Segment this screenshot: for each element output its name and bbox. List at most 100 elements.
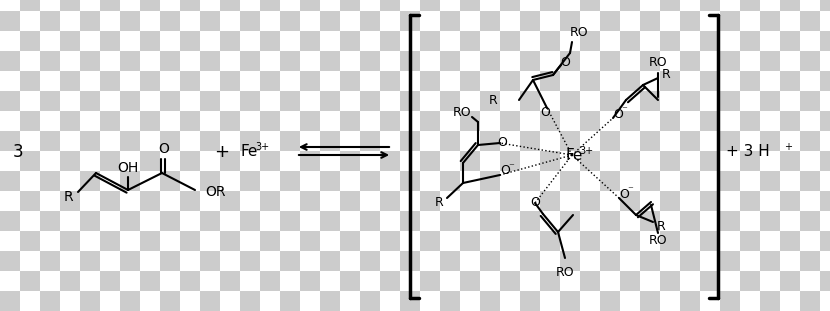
Bar	[820, 31, 830, 51]
Bar	[0, 171, 20, 191]
Bar	[660, 251, 680, 271]
Bar	[540, 191, 560, 211]
Bar	[260, 0, 280, 11]
Bar	[240, 291, 260, 311]
Bar	[620, 151, 640, 171]
Text: R: R	[657, 220, 666, 233]
Bar	[820, 0, 830, 11]
Bar	[520, 51, 540, 71]
Bar	[520, 31, 540, 51]
Bar	[440, 251, 460, 271]
Bar	[160, 271, 180, 291]
Bar	[680, 0, 700, 11]
Bar	[120, 171, 140, 191]
Bar	[540, 171, 560, 191]
Bar	[540, 11, 560, 31]
Bar	[820, 11, 830, 31]
Bar	[180, 11, 200, 31]
Text: RO: RO	[556, 266, 574, 278]
Bar	[700, 51, 720, 71]
Bar	[20, 51, 40, 71]
Bar	[40, 151, 60, 171]
Bar	[500, 51, 520, 71]
Bar	[540, 211, 560, 231]
Bar	[620, 51, 640, 71]
Bar	[40, 0, 60, 11]
Bar	[540, 231, 560, 251]
Bar	[100, 211, 120, 231]
Bar	[380, 51, 400, 71]
Bar	[700, 251, 720, 271]
Bar	[160, 111, 180, 131]
Bar	[500, 171, 520, 191]
Bar	[600, 231, 620, 251]
Bar	[760, 51, 780, 71]
Bar	[440, 271, 460, 291]
Bar	[320, 51, 340, 71]
Bar	[20, 291, 40, 311]
Bar	[640, 231, 660, 251]
Bar	[700, 191, 720, 211]
Bar	[80, 251, 100, 271]
Bar	[340, 171, 360, 191]
Bar	[20, 71, 40, 91]
Bar	[720, 111, 740, 131]
Bar	[240, 111, 260, 131]
Bar	[640, 31, 660, 51]
Bar	[780, 251, 800, 271]
Bar	[280, 51, 300, 71]
Bar	[180, 31, 200, 51]
Bar	[100, 271, 120, 291]
Bar	[640, 271, 660, 291]
Bar	[320, 231, 340, 251]
Bar	[440, 51, 460, 71]
Bar	[560, 271, 580, 291]
Bar	[640, 291, 660, 311]
Bar	[0, 251, 20, 271]
Bar	[280, 131, 300, 151]
Bar	[260, 91, 280, 111]
Bar	[480, 191, 500, 211]
Bar	[200, 31, 220, 51]
Text: O: O	[560, 57, 570, 69]
Bar	[460, 111, 480, 131]
Bar	[580, 0, 600, 11]
Bar	[200, 251, 220, 271]
Bar	[620, 211, 640, 231]
Bar	[820, 71, 830, 91]
Bar	[720, 31, 740, 51]
Bar	[280, 0, 300, 11]
Bar	[420, 91, 440, 111]
Text: +: +	[784, 142, 792, 152]
Bar	[60, 251, 80, 271]
Bar	[660, 51, 680, 71]
Bar	[260, 231, 280, 251]
Bar	[220, 91, 240, 111]
Bar	[140, 71, 160, 91]
Bar	[20, 251, 40, 271]
Text: O: O	[500, 165, 510, 178]
Bar	[520, 271, 540, 291]
Bar	[560, 11, 580, 31]
Bar	[520, 91, 540, 111]
Bar	[180, 151, 200, 171]
Text: RO: RO	[649, 234, 667, 247]
Bar	[200, 131, 220, 151]
Bar	[260, 191, 280, 211]
Bar	[60, 111, 80, 131]
Text: O: O	[530, 197, 540, 210]
Bar	[680, 31, 700, 51]
Bar	[260, 131, 280, 151]
Bar	[60, 271, 80, 291]
Bar	[520, 231, 540, 251]
Bar	[140, 211, 160, 231]
Bar	[320, 211, 340, 231]
Bar	[360, 51, 380, 71]
Bar	[280, 151, 300, 171]
Bar	[300, 131, 320, 151]
Bar	[260, 211, 280, 231]
Bar	[440, 31, 460, 51]
Bar	[700, 231, 720, 251]
Bar	[120, 11, 140, 31]
Bar	[460, 271, 480, 291]
